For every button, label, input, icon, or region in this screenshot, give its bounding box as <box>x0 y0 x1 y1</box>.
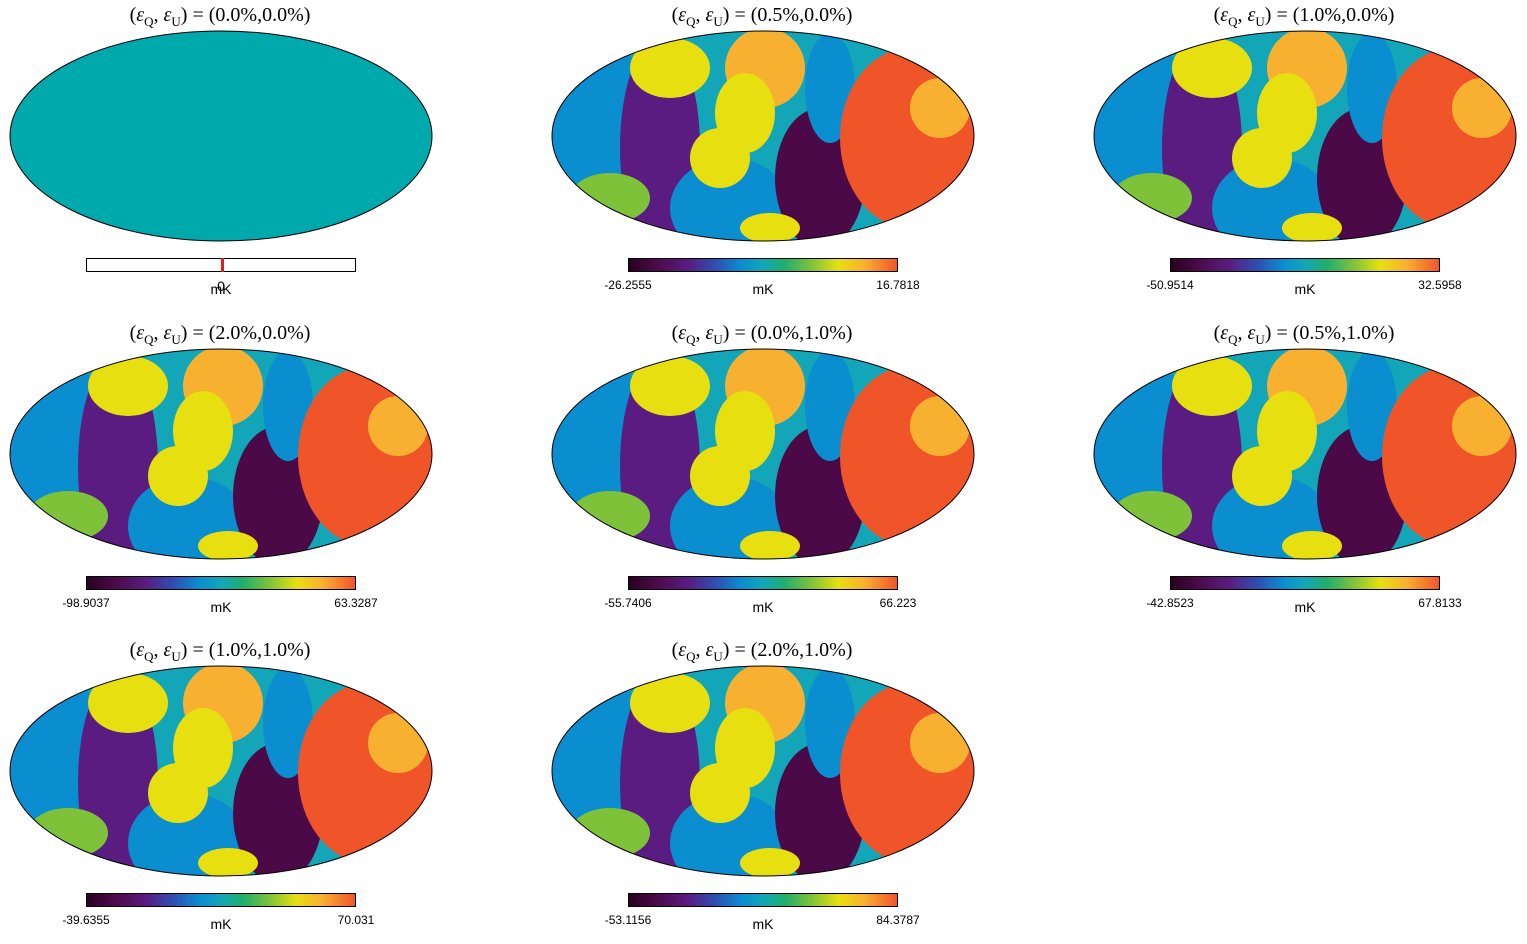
map-sky-field <box>1094 31 1516 241</box>
eps-q-value: 2.0% <box>215 322 258 344</box>
eps-q-value: 2.0% <box>757 639 800 661</box>
colorbar-min-label: -98.9037 <box>62 596 110 610</box>
colorbar-unit-label: mK <box>752 599 774 615</box>
map-panel: (εQ, εU) = (1.0%,1.0%) -39.6355 70.031 mK <box>0 635 440 935</box>
mollweide-map <box>9 30 433 242</box>
colorbar <box>86 893 356 907</box>
colorbar <box>1170 258 1440 272</box>
panel-title: (εQ, εU) = (2.0%,0.0%) <box>129 322 311 347</box>
mollweide-map <box>551 665 975 877</box>
colorbar-unit-label: mK <box>1294 281 1316 297</box>
colorbar-min-label: -26.2555 <box>604 278 652 292</box>
panel-title: (εQ, εU) = (0.0%,0.0%) <box>129 4 311 29</box>
map-sky-field <box>552 31 974 241</box>
map-panel: (εQ, εU) = (2.0%,0.0%) -98.9037 63.3287 mK <box>0 318 440 618</box>
map-sky-field <box>1094 349 1516 559</box>
map-panel: (εQ, εU) = (2.0%,1.0%) -53.1156 84.3787 mK <box>542 635 982 935</box>
panel-title: (εQ, εU) = (1.0%,1.0%) <box>129 639 311 664</box>
eps-u-value: 1.0% <box>262 639 304 661</box>
mollweide-map <box>9 348 433 560</box>
colorbar <box>1170 576 1440 590</box>
map-border <box>551 348 975 560</box>
colorbar-zero-marker <box>221 258 224 272</box>
colorbar-max-label: 84.3787 <box>876 913 920 927</box>
map-panel: (εQ, εU) = (0.5%,0.0%) -26.2555 16.7818 mK <box>542 0 982 300</box>
map-sky-field <box>10 349 432 559</box>
panel-title: (εQ, εU) = (0.5%,1.0%) <box>1213 322 1395 347</box>
mollweide-map <box>9 665 433 877</box>
panel-title: (εQ, εU) = (0.0%,1.0%) <box>671 322 853 347</box>
map-border <box>1093 348 1517 560</box>
colorbar-unit-label: mK <box>1294 599 1316 615</box>
map-panel: (εQ, εU) = (0.0%,1.0%) -55.7406 66.223 mK <box>542 318 982 618</box>
colorbar-min-label: -42.8523 <box>1146 596 1194 610</box>
colorbar-min-label: -53.1156 <box>604 913 652 927</box>
mollweide-map <box>551 348 975 560</box>
mollweide-map <box>1093 348 1517 560</box>
eps-q-value: 1.0% <box>1299 4 1342 26</box>
colorbar-max-label: 66.223 <box>879 596 917 610</box>
colorbar-max-label: 32.5958 <box>1418 278 1462 292</box>
colorbar-max-label: 16.7818 <box>876 278 920 292</box>
eps-u-value: 1.0% <box>804 639 846 661</box>
map-border <box>551 30 975 242</box>
colorbar-center-label: 0 <box>217 278 225 294</box>
mollweide-map <box>551 30 975 242</box>
map-border <box>1093 30 1517 242</box>
colorbar-max-label: 63.3287 <box>334 596 378 610</box>
map-panel: (εQ, εU) = (0.5%,1.0%) -42.8523 67.8133 mK <box>1084 318 1524 618</box>
eps-q-value: 1.0% <box>215 639 258 661</box>
eps-u-value: 0.0% <box>262 4 304 26</box>
map-border <box>9 665 433 877</box>
colorbar-unit-label: mK <box>210 281 232 297</box>
eps-u-value: 1.0% <box>1346 322 1388 344</box>
eps-q-value: 0.5% <box>1299 322 1342 344</box>
colorbar-max-label: 70.031 <box>337 913 375 927</box>
colorbar <box>86 576 356 590</box>
colorbar-unit-label: mK <box>752 281 774 297</box>
eps-u-value: 0.0% <box>1346 4 1388 26</box>
colorbar <box>628 576 898 590</box>
mollweide-map <box>1093 30 1517 242</box>
eps-q-value: 0.5% <box>757 4 800 26</box>
panel-title: (εQ, εU) = (1.0%,0.0%) <box>1213 4 1395 29</box>
eps-u-value: 1.0% <box>804 322 846 344</box>
map-border <box>9 348 433 560</box>
panel-title: (εQ, εU) = (2.0%,1.0%) <box>671 639 853 664</box>
colorbar-min-label: -55.7406 <box>604 596 652 610</box>
eps-q-value: 0.0% <box>215 4 258 26</box>
colorbar-min-label: -39.6355 <box>62 913 110 927</box>
colorbar <box>86 258 356 272</box>
panel-title: (εQ, εU) = (0.5%,0.0%) <box>671 4 853 29</box>
eps-u-value: 0.0% <box>804 4 846 26</box>
map-border <box>551 665 975 877</box>
map-panel: (εQ, εU) = (1.0%,0.0%) -50.9514 32.5958 mK <box>1084 0 1524 300</box>
colorbar-unit-label: mK <box>752 916 774 932</box>
map-sky-field <box>10 666 432 876</box>
colorbar-max-label: 67.8133 <box>1418 596 1462 610</box>
colorbar-unit-label: mK <box>210 599 232 615</box>
map-sky-field <box>552 349 974 559</box>
eps-q-value: 0.0% <box>757 322 800 344</box>
colorbar-min-label: -50.9514 <box>1146 278 1194 292</box>
map-panel: (εQ, εU) = (0.0%,0.0%) 0 mK <box>0 0 440 300</box>
colorbar <box>628 258 898 272</box>
map-uniform-fill <box>9 30 433 242</box>
colorbar-unit-label: mK <box>210 916 232 932</box>
eps-u-value: 0.0% <box>262 322 304 344</box>
map-sky-field <box>552 666 974 876</box>
colorbar <box>628 893 898 907</box>
